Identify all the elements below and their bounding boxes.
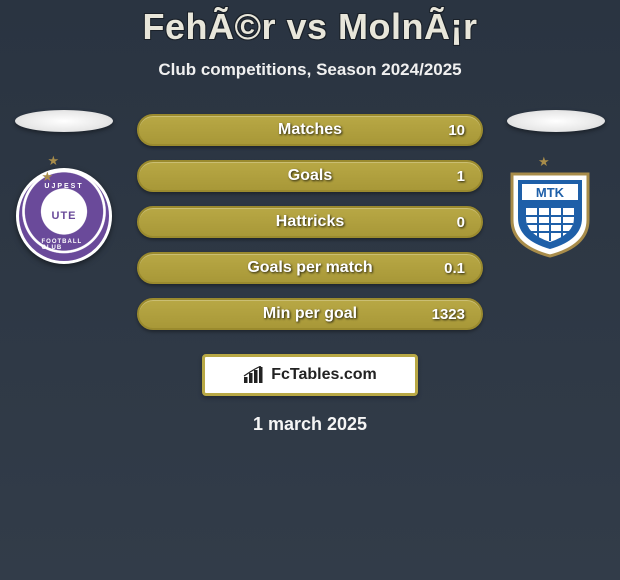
player-avatar-placeholder-right — [507, 110, 605, 132]
stat-value: 0.1 — [444, 260, 465, 277]
stat-label: Matches — [278, 121, 342, 139]
branding-link: FcTables.com — [202, 354, 418, 396]
stat-label: Goals per match — [247, 259, 372, 277]
branding-text: FcTables.com — [271, 366, 377, 384]
svg-text:MTK: MTK — [536, 185, 565, 200]
right-club-badge[interactable]: MTK — [508, 168, 604, 258]
page-subtitle: Club competitions, Season 2024/2025 — [0, 60, 620, 80]
stat-row-min-per-goal: Min per goal 1323 — [137, 298, 483, 330]
match-date: 1 march 2025 — [0, 414, 620, 435]
stat-label: Hattricks — [276, 213, 344, 231]
left-player-column: UJPEST FOOTBALL CLUB — [9, 110, 119, 264]
stats-list: Matches 10 Goals 1 Hattricks 0 Goals per… — [137, 110, 483, 330]
stat-label: Min per goal — [263, 305, 357, 323]
stat-value: 10 — [448, 122, 465, 139]
badge-text-bottom: FOOTBALL CLUB — [42, 239, 87, 251]
player-avatar-placeholder-left — [15, 110, 113, 132]
page-title: FehÃ©r vs MolnÃ¡r — [0, 0, 620, 48]
bar-chart-icon — [243, 366, 265, 384]
mtk-badge-icon: MTK — [508, 168, 592, 258]
stat-label: Goals — [288, 167, 332, 185]
stat-row-goals-per-match: Goals per match 0.1 — [137, 252, 483, 284]
stat-row-goals: Goals 1 — [137, 160, 483, 192]
stat-value: 1 — [457, 168, 465, 185]
stat-value: 1323 — [432, 306, 465, 323]
right-player-column: MTK — [501, 110, 611, 258]
stat-row-hattricks: Hattricks 0 — [137, 206, 483, 238]
stat-row-matches: Matches 10 — [137, 114, 483, 146]
left-club-badge[interactable]: UJPEST FOOTBALL CLUB — [16, 168, 112, 264]
stat-value: 0 — [457, 214, 465, 231]
comparison-row: UJPEST FOOTBALL CLUB Matches 10 Goals 1 … — [0, 110, 620, 330]
ujpest-badge-icon: UJPEST FOOTBALL CLUB — [16, 168, 112, 264]
badge-text-top: UJPEST — [44, 183, 83, 190]
